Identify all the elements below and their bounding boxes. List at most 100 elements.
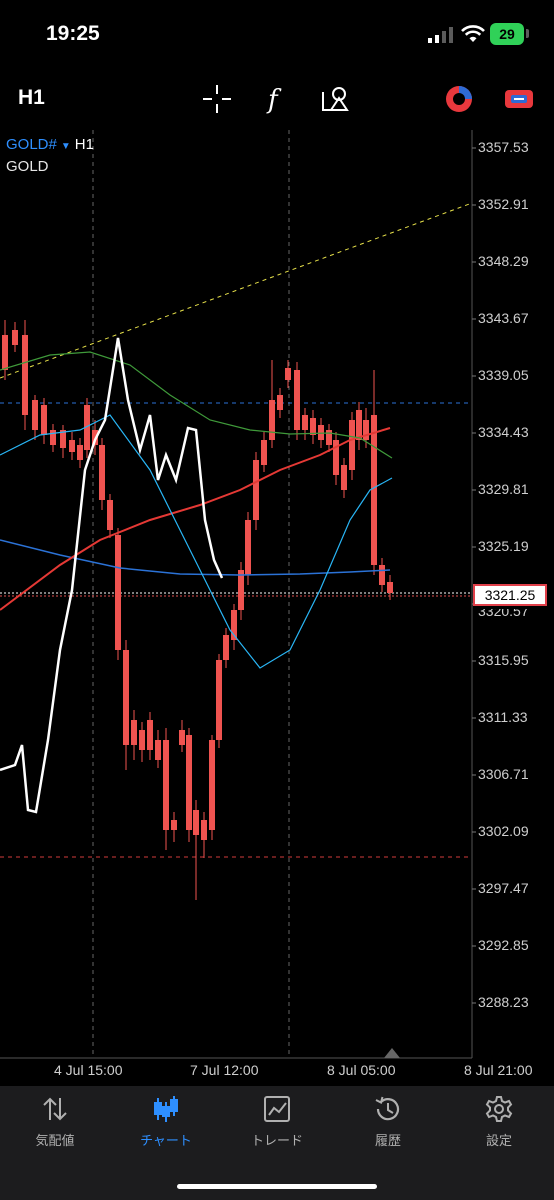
quotes-icon	[43, 1097, 67, 1121]
nav-trade[interactable]: トレード	[227, 1094, 327, 1154]
candle-body	[69, 440, 75, 452]
status-time: 19:25	[46, 22, 100, 45]
crosshair-icon[interactable]	[200, 82, 234, 116]
account-switch-icon[interactable]	[502, 82, 536, 116]
candle-body	[302, 415, 308, 430]
candle-body	[179, 730, 185, 745]
symbol-description: GOLD	[6, 158, 49, 175]
battery-indicator: 29	[490, 23, 524, 45]
history-icon	[375, 1096, 400, 1121]
candle-body	[318, 425, 324, 440]
candle-body	[363, 420, 369, 440]
trade-icon	[264, 1096, 290, 1122]
candle-body	[115, 535, 121, 650]
price-axis-label: 3348.29	[478, 253, 529, 269]
chart-timeframe: H1	[74, 136, 94, 153]
candle-body	[349, 420, 355, 470]
price-axis-label: 3325.19	[478, 538, 529, 554]
price-axis-label: 3329.81	[478, 481, 529, 497]
price-axis-label: 3343.67	[478, 310, 529, 326]
candle-body	[209, 740, 215, 830]
candle-body	[131, 720, 137, 745]
chevron-down-icon: ▼	[60, 141, 71, 152]
home-indicator	[177, 1184, 377, 1189]
status-bar: 19:25 29	[0, 0, 554, 70]
time-axis-label: 4 Jul 15:00	[54, 1062, 123, 1078]
candle-body	[32, 400, 38, 430]
current-price-label: 3321.25	[473, 584, 547, 606]
candle-body	[139, 730, 145, 750]
price-axis-label: 3315.95	[478, 652, 529, 668]
scroll-marker-icon	[384, 1048, 400, 1058]
candle-body	[12, 330, 18, 345]
candle-body	[201, 820, 207, 840]
moving-average-blue	[0, 539, 391, 576]
nav-label: トレード	[250, 1133, 303, 1148]
candle-body	[326, 430, 332, 445]
candle-body	[371, 415, 377, 565]
candle-body	[2, 335, 8, 370]
candle-body	[238, 570, 244, 610]
candle-body	[193, 810, 199, 835]
nav-label: チャート	[140, 1133, 192, 1148]
price-axis-label: 3320.57	[478, 603, 529, 619]
nav-settings[interactable]: 設定	[449, 1094, 549, 1154]
candle-body	[245, 520, 251, 575]
function-icon[interactable]: f	[259, 82, 293, 116]
oscillator-line	[0, 337, 224, 814]
price-axis-label: 3357.53	[478, 139, 529, 155]
chart-symbol[interactable]: GOLD# ▼ H1	[6, 136, 94, 153]
chart-icon	[154, 1096, 178, 1122]
candle-body	[261, 440, 267, 465]
cellular-signal-icon	[428, 27, 453, 43]
candle-body	[333, 440, 339, 475]
time-axis-label: 8 Jul 05:00	[327, 1062, 396, 1078]
symbol-name: GOLD#	[6, 136, 57, 153]
candle-body	[253, 460, 259, 520]
candle-body	[387, 582, 393, 593]
candle-body	[341, 465, 347, 490]
moving-average-green	[0, 351, 393, 459]
candle-body	[223, 635, 229, 660]
nav-quotes[interactable]: 気配値	[5, 1094, 105, 1154]
price-axis-label: 3334.43	[478, 424, 529, 440]
candle-body	[356, 410, 362, 440]
candle-body	[294, 370, 300, 430]
shapes-icon[interactable]	[318, 82, 352, 116]
bottom-navigation: 気配値 チャート トレード 履歴	[0, 1086, 554, 1200]
price-axis-label: 3352.91	[478, 196, 529, 212]
candle-body	[163, 740, 169, 830]
nav-label: 履歴	[374, 1133, 401, 1148]
candle-body	[277, 395, 283, 410]
candle-body	[231, 610, 237, 640]
candle-body	[107, 500, 113, 530]
nav-history[interactable]: 履歴	[338, 1094, 438, 1154]
trade-signal-icon[interactable]	[442, 82, 476, 116]
price-axis-label: 3292.85	[478, 937, 529, 953]
candle-body	[99, 445, 105, 500]
candle-body	[216, 660, 222, 740]
candle-body	[84, 405, 90, 450]
price-axis-label: 3297.47	[478, 880, 529, 896]
candle-body	[123, 650, 129, 745]
moving-average-cyan	[0, 414, 393, 669]
settings-icon	[485, 1096, 513, 1122]
candle-body	[77, 445, 83, 460]
nav-chart[interactable]: チャート	[116, 1094, 216, 1154]
price-axis-label: 3311.33	[478, 709, 528, 725]
wifi-icon	[461, 25, 485, 42]
candle-body	[147, 720, 153, 750]
price-axis-label: 3288.23	[478, 994, 529, 1010]
candle-body	[310, 418, 316, 435]
time-axis-label: 7 Jul 12:00	[190, 1062, 259, 1078]
price-axis-label: 3339.05	[478, 367, 529, 383]
nav-label: 設定	[485, 1133, 512, 1148]
moving-average-red	[0, 427, 391, 611]
timeframe-button[interactable]: H1	[18, 86, 45, 109]
candle-body	[171, 820, 177, 830]
candle-body	[269, 400, 275, 440]
candle-body	[186, 735, 192, 830]
price-chart[interactable]	[0, 130, 554, 1070]
svg-text:f: f	[266, 85, 282, 115]
candle-body	[22, 335, 28, 415]
